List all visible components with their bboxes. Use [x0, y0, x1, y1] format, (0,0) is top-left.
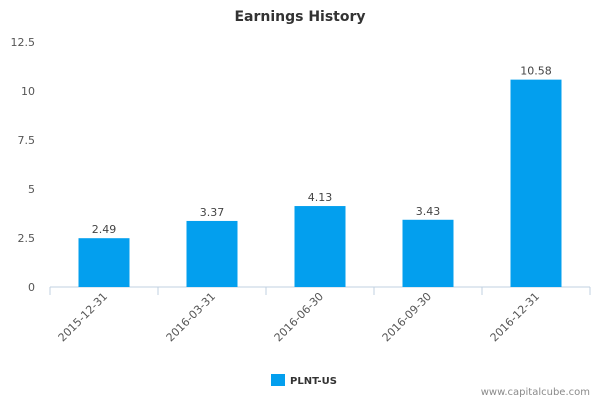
bar-2016-12-31 [510, 79, 562, 288]
x-tick-label-4: 2016-12-31 [488, 290, 542, 344]
y-tick-label-4: 10 [21, 85, 35, 98]
x-axis: 2015-12-31 2016-03-31 2016-06-30 2016-09-30… [49, 287, 591, 344]
x-tick-label-2: 2016-06-30 [272, 290, 326, 344]
y-tick-label-5: 12.5 [11, 36, 36, 49]
bar-2016-03-31 [186, 220, 238, 287]
bars [78, 79, 562, 288]
y-tick-label-1: 2.5 [18, 232, 36, 245]
data-labels: 2.49 3.37 4.13 3.43 10.58 [92, 65, 552, 237]
data-label-2015-12-31: 2.49 [92, 223, 117, 236]
y-tick-label-0: 0 [28, 281, 35, 294]
legend[interactable]: PLNT-US [271, 374, 337, 387]
y-tick-label-3: 7.5 [18, 134, 36, 147]
data-label-2016-09-30: 3.43 [416, 205, 441, 218]
data-label-2016-06-30: 4.13 [308, 191, 333, 204]
x-tick-label-1: 2016-03-31 [164, 290, 218, 344]
bar-2015-12-31 [78, 238, 130, 287]
data-label-2016-03-31: 3.37 [200, 206, 225, 219]
legend-label-plnt-us: PLNT-US [290, 376, 337, 387]
legend-swatch-plnt-us [271, 374, 285, 386]
bar-2016-09-30 [402, 219, 454, 287]
bar-2016-06-30 [294, 206, 346, 287]
data-label-2016-12-31: 10.58 [520, 65, 552, 78]
watermark: www.capitalcube.com [481, 387, 590, 398]
y-axis: 0 2.5 5 7.5 10 12.5 [11, 36, 36, 294]
x-tick-label-0: 2015-12-31 [56, 290, 110, 344]
chart-title: Earnings History [234, 9, 365, 25]
x-tick-label-3: 2016-09-30 [380, 290, 434, 344]
y-tick-label-2: 5 [28, 183, 35, 196]
